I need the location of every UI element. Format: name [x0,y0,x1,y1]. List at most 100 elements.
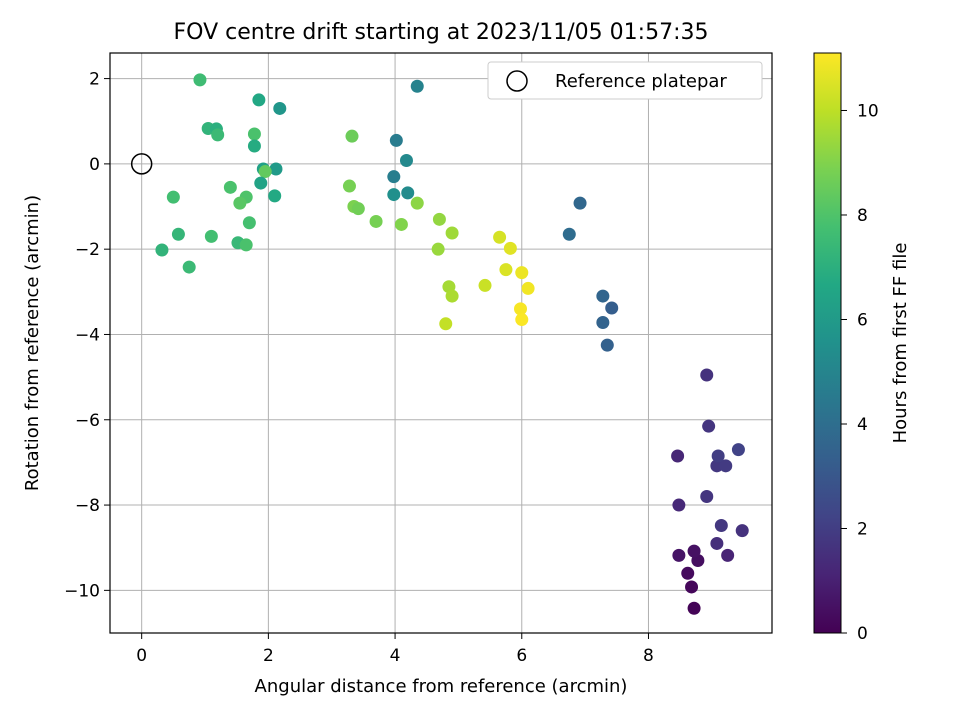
data-point [735,524,749,538]
data-point [596,316,610,330]
data-point [478,278,492,292]
colorbar [813,52,842,634]
data-point [515,313,529,327]
data-point [700,368,714,382]
data-point [514,302,528,316]
legend-box [487,61,763,100]
data-point [171,227,185,241]
data-point [394,217,408,231]
data-point [515,266,529,280]
data-point [672,498,686,512]
data-point [719,459,733,473]
x-axis: 0 2 4 6 8 [136,633,654,666]
data-point [399,153,413,167]
data-point [342,179,356,193]
data-point [345,129,359,143]
colorbar-tick-label: 6 [857,310,868,330]
y-tick-label: 0 [89,155,100,175]
colorbar-tick-label: 10 [857,101,879,121]
data-point [685,580,699,594]
data-point [410,196,424,210]
data-point [258,165,272,179]
y-tick-label: −6 [75,411,100,431]
data-point [387,188,401,202]
x-tick-label: 6 [516,646,527,666]
y-tick-label: −2 [75,240,100,260]
data-point [731,443,745,457]
data-point [445,289,459,303]
data-point [389,133,403,147]
x-tick-label: 0 [136,646,147,666]
legend-label-reference-platepar: Reference platepar [555,71,727,92]
plot-frame [109,52,773,634]
data-point [521,281,535,295]
data-point [233,196,247,210]
data-point [721,548,735,562]
colorbar-axis: 0 2 4 6 8 10 [841,101,879,644]
data-point [223,180,237,194]
data-point [211,128,225,142]
data-point [242,216,256,230]
colorbar-tick-label: 0 [857,624,868,644]
colorbar-tick-label: 8 [857,206,868,226]
y-tick-label: 2 [89,70,100,90]
data-point [273,101,287,115]
data-points [130,73,749,615]
data-point [182,260,196,274]
data-point [431,242,445,256]
data-point [573,196,587,210]
data-point [387,170,401,184]
legend: Reference platepar [487,61,763,100]
data-point [681,566,695,580]
data-point [503,241,517,255]
colorbar-label: Hours from first FF file [890,243,911,444]
data-point [671,449,685,463]
data-point [410,79,424,93]
chart-title: FOV centre drift starting at 2023/11/05 … [174,20,709,45]
data-point [193,73,207,87]
data-point [247,139,261,153]
y-tick-label: −4 [75,325,100,345]
y-tick-label: −8 [75,496,100,516]
data-point [711,449,725,463]
grid [110,53,772,633]
data-point [351,202,365,216]
data-point [499,263,513,277]
y-axis: 2 0 −2 −4 −6 −8 −10 [64,70,110,601]
x-tick-label: 4 [390,646,401,666]
data-point [439,317,453,331]
data-point [247,127,261,141]
data-point [687,544,701,558]
data-point [269,162,283,176]
data-point [672,548,686,562]
colorbar-tick-label: 2 [857,519,868,539]
data-point [605,301,619,315]
data-point [702,419,716,433]
x-axis-label: Angular distance from reference (arcmin) [255,676,628,697]
data-point [493,230,507,244]
data-point [268,189,282,203]
data-point [166,190,180,204]
data-point [252,93,266,107]
data-point [596,289,610,303]
x-tick-label: 2 [263,646,274,666]
y-tick-label: −10 [64,581,100,601]
data-point [155,243,169,257]
data-point [254,176,268,190]
data-point [562,227,576,241]
data-point [687,601,701,615]
y-axis-label: Rotation from reference (arcmin) [22,195,43,491]
data-point [714,519,728,533]
data-point [700,490,714,504]
data-point [445,226,459,240]
data-point [204,229,218,243]
x-tick-label: 8 [643,646,654,666]
legend-reference-marker [506,70,528,92]
data-point [239,238,253,252]
data-point [432,212,446,226]
data-point [401,186,415,200]
data-point [600,338,614,352]
data-point [369,214,383,228]
